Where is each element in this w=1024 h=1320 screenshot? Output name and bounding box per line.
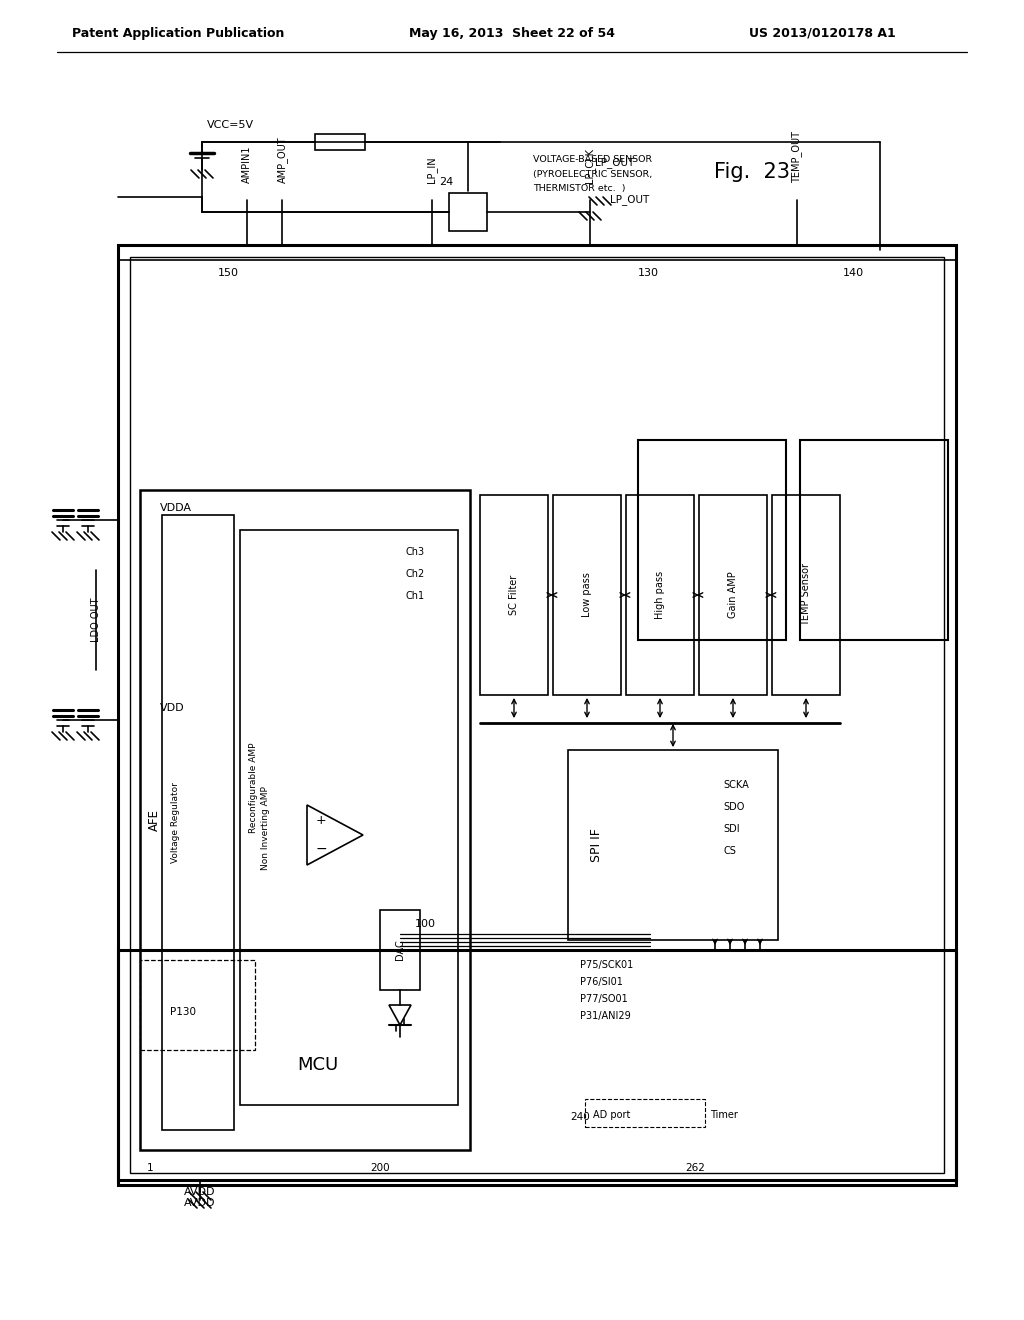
Text: TEMP Sensor: TEMP Sensor: [801, 564, 811, 627]
Text: P130: P130: [170, 1007, 196, 1016]
Text: LDO OUT: LDO OUT: [91, 598, 101, 643]
Text: 240: 240: [570, 1111, 590, 1122]
Text: LP_OUT: LP_OUT: [610, 194, 649, 206]
Bar: [553, 495, 621, 696]
Bar: [480, 495, 548, 696]
Bar: [800, 440, 948, 640]
Text: Gain AMP: Gain AMP: [728, 572, 738, 618]
Text: 150: 150: [217, 268, 239, 279]
Text: Patent Application Publication: Patent Application Publication: [72, 26, 285, 40]
Text: Ch1: Ch1: [406, 591, 425, 601]
Text: SC Filter: SC Filter: [509, 576, 519, 615]
Text: SCKA: SCKA: [723, 780, 749, 789]
Text: AD port: AD port: [593, 1110, 631, 1119]
Bar: [626, 495, 694, 696]
Text: 24: 24: [439, 177, 454, 187]
Text: LP_IN: LP_IN: [427, 156, 437, 183]
Text: AFE: AFE: [147, 809, 161, 832]
Text: (PYROELECTRIC SENSOR,: (PYROELECTRIC SENSOR,: [534, 169, 652, 178]
Text: VDDA: VDDA: [160, 503, 193, 513]
Text: Timer: Timer: [710, 1110, 738, 1119]
Text: MCU: MCU: [297, 1056, 339, 1074]
Text: 1: 1: [146, 1163, 154, 1173]
Text: P75/SCK01: P75/SCK01: [580, 960, 633, 970]
Text: AMPIN1: AMPIN1: [242, 145, 252, 183]
Text: 200: 200: [371, 1163, 390, 1173]
Text: 262: 262: [685, 1163, 705, 1173]
Text: High pass: High pass: [655, 572, 665, 619]
Bar: [772, 495, 840, 696]
Text: AVDD: AVDD: [184, 1199, 216, 1208]
Text: THERMISTOR etc.  ): THERMISTOR etc. ): [534, 183, 626, 193]
Text: 100: 100: [415, 919, 436, 929]
Bar: [118, 246, 956, 1185]
Bar: [585, 1100, 705, 1127]
Text: VCC=5V: VCC=5V: [207, 120, 254, 129]
Text: +: +: [315, 814, 327, 828]
Text: P77/SO01: P77/SO01: [580, 994, 628, 1005]
Bar: [315, 135, 365, 150]
Text: Fig.  23: Fig. 23: [714, 162, 790, 182]
Bar: [240, 531, 458, 1105]
Text: US 2013/0120178 A1: US 2013/0120178 A1: [749, 26, 895, 40]
Text: P76/SI01: P76/SI01: [580, 977, 623, 987]
Text: SPI IF: SPI IF: [590, 828, 602, 862]
Text: Ch3: Ch3: [406, 546, 425, 557]
Bar: [140, 490, 470, 1150]
Bar: [130, 257, 944, 1173]
Text: CS: CS: [723, 846, 736, 855]
Text: SDO: SDO: [723, 803, 744, 812]
Text: AVDD: AVDD: [184, 1187, 216, 1197]
Bar: [118, 950, 956, 1180]
Text: LP_OUT: LP_OUT: [595, 157, 634, 169]
Text: 130: 130: [638, 268, 658, 279]
Text: Ch2: Ch2: [406, 569, 425, 579]
Bar: [162, 515, 234, 1130]
Text: LP_CLK: LP_CLK: [585, 148, 595, 183]
Text: P31/ANI29: P31/ANI29: [580, 1011, 631, 1020]
Text: DAC: DAC: [395, 940, 406, 961]
Text: Non Inverting AMP: Non Inverting AMP: [261, 787, 270, 870]
Bar: [380, 909, 420, 990]
Bar: [449, 193, 487, 231]
Bar: [638, 440, 786, 640]
Text: 140: 140: [843, 268, 863, 279]
Text: Reconfigurable AMP: Reconfigurable AMP: [250, 743, 258, 833]
Text: AMP_OUT: AMP_OUT: [276, 136, 288, 183]
Bar: [140, 960, 255, 1049]
Text: May 16, 2013  Sheet 22 of 54: May 16, 2013 Sheet 22 of 54: [409, 26, 615, 40]
Bar: [568, 750, 778, 940]
Text: Low pass: Low pass: [582, 573, 592, 618]
Bar: [699, 495, 767, 696]
Text: VOLTAGE-BASED SENSOR: VOLTAGE-BASED SENSOR: [534, 156, 652, 165]
Text: TEMP_OUT: TEMP_OUT: [792, 131, 803, 183]
Text: −: −: [315, 842, 327, 855]
Text: VDD: VDD: [160, 704, 184, 713]
Text: SDI: SDI: [723, 824, 739, 834]
Text: Voltage Regulator: Voltage Regulator: [171, 783, 179, 863]
